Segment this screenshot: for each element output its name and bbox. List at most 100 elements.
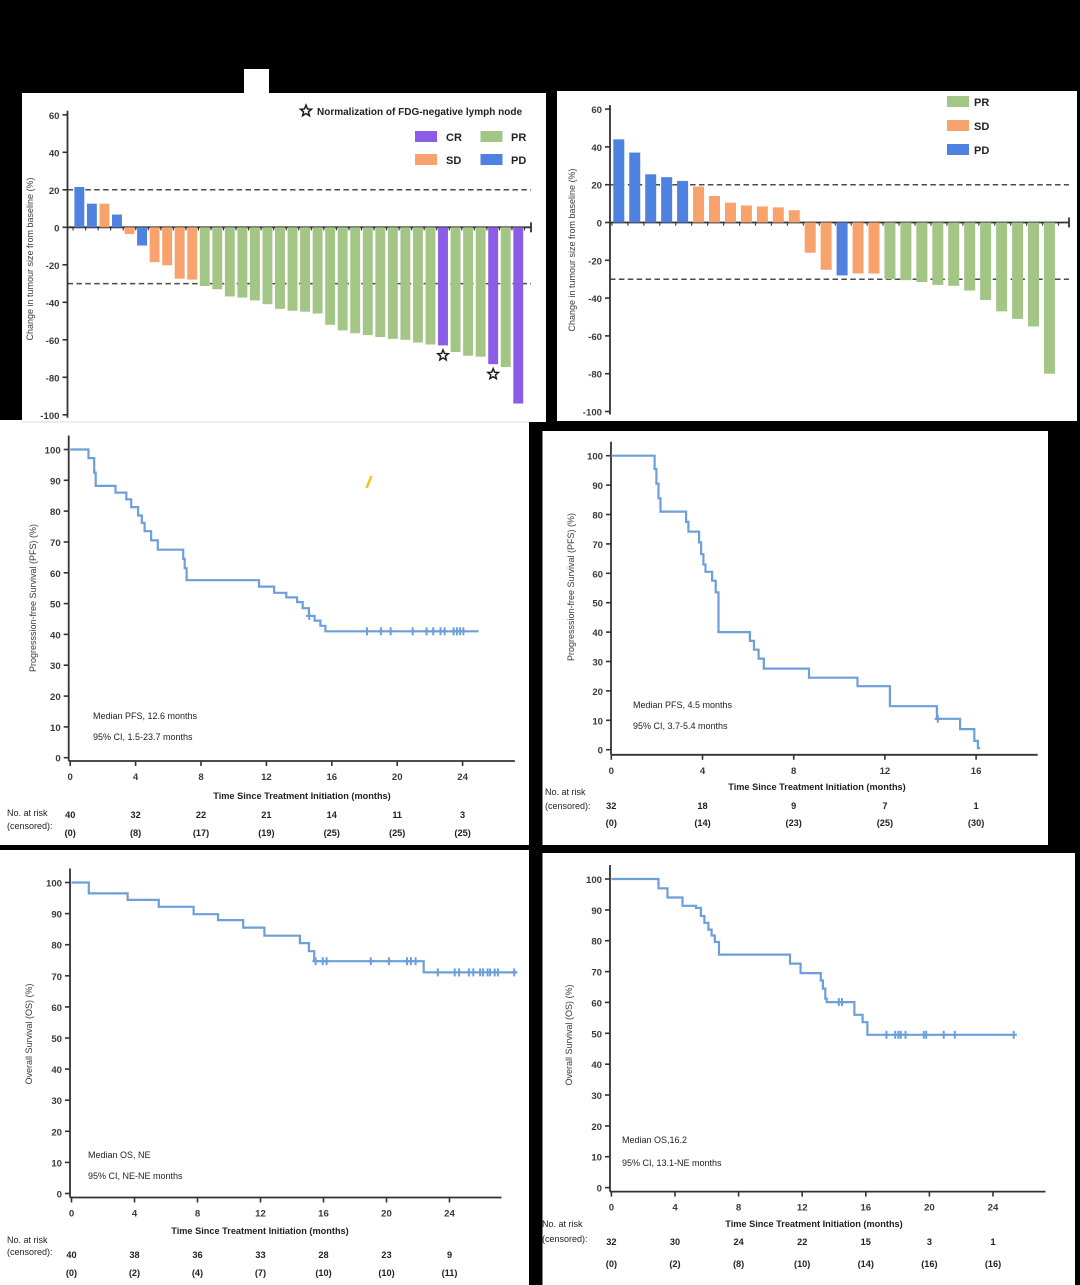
svg-text:24: 24 bbox=[733, 1237, 744, 1247]
svg-text:12: 12 bbox=[797, 1203, 808, 1214]
svg-text:40: 40 bbox=[65, 810, 75, 820]
svg-text:30: 30 bbox=[592, 658, 603, 669]
svg-text:40: 40 bbox=[50, 630, 61, 641]
svg-text:10: 10 bbox=[51, 1158, 62, 1169]
svg-text:8: 8 bbox=[791, 766, 797, 777]
svg-text:(4): (4) bbox=[192, 1268, 203, 1278]
svg-text:(0): (0) bbox=[66, 1268, 77, 1278]
svg-text:No. at risk: No. at risk bbox=[7, 808, 48, 818]
svg-text:12: 12 bbox=[880, 766, 891, 777]
svg-text:1: 1 bbox=[974, 801, 979, 811]
svg-text:PD: PD bbox=[974, 145, 989, 157]
svg-text:80: 80 bbox=[592, 511, 603, 522]
svg-text:(censored):: (censored): bbox=[545, 801, 591, 811]
svg-text:(7): (7) bbox=[255, 1268, 266, 1278]
svg-text:21: 21 bbox=[261, 810, 271, 820]
svg-text:10: 10 bbox=[591, 1153, 602, 1164]
svg-text:0: 0 bbox=[68, 772, 73, 783]
svg-text:20: 20 bbox=[50, 692, 61, 703]
svg-text:16: 16 bbox=[326, 772, 337, 783]
svg-text:8: 8 bbox=[736, 1203, 742, 1214]
svg-text:Progresssion-free Survival (PF: Progresssion-free Survival (PFS) (%) bbox=[566, 513, 576, 661]
svg-text:(30): (30) bbox=[968, 818, 984, 828]
svg-text:(25): (25) bbox=[389, 828, 405, 838]
svg-text:22: 22 bbox=[196, 810, 206, 820]
svg-text:30: 30 bbox=[50, 661, 61, 672]
svg-text:-20: -20 bbox=[46, 261, 60, 272]
svg-text:80: 80 bbox=[51, 941, 62, 952]
svg-text:40: 40 bbox=[591, 1060, 602, 1071]
svg-text:50: 50 bbox=[50, 600, 61, 611]
svg-text:70: 70 bbox=[50, 538, 61, 549]
svg-text:11: 11 bbox=[392, 810, 402, 820]
svg-text:16: 16 bbox=[860, 1203, 871, 1214]
svg-text:No. at risk: No. at risk bbox=[542, 1219, 583, 1229]
svg-text:0: 0 bbox=[69, 1209, 74, 1220]
svg-text:8: 8 bbox=[195, 1209, 201, 1220]
svg-text:Progresssion-free Survival (PF: Progresssion-free Survival (PFS) (%) bbox=[28, 524, 38, 672]
svg-text:(0): (0) bbox=[606, 1259, 617, 1269]
svg-text:Time Since Treatment Initiatio: Time Since Treatment Initiation (months) bbox=[728, 782, 905, 792]
svg-text:(14): (14) bbox=[694, 818, 710, 828]
svg-text:0: 0 bbox=[54, 223, 59, 234]
svg-text:20: 20 bbox=[381, 1209, 392, 1220]
svg-text:PR: PR bbox=[974, 97, 989, 109]
svg-text:0: 0 bbox=[609, 766, 614, 777]
svg-text:4: 4 bbox=[132, 1209, 138, 1220]
svg-text:40: 40 bbox=[51, 1065, 62, 1076]
svg-text:100: 100 bbox=[46, 879, 62, 890]
svg-text:Normalization of FDG-negative: Normalization of FDG-negative lymph node bbox=[317, 107, 522, 118]
svg-text:(2): (2) bbox=[669, 1259, 680, 1269]
svg-text:0: 0 bbox=[598, 746, 603, 757]
svg-text:Overall Survival (OS) (%): Overall Survival (OS) (%) bbox=[564, 984, 574, 1085]
svg-text:(16): (16) bbox=[921, 1259, 937, 1269]
svg-text:No. at risk: No. at risk bbox=[7, 1235, 48, 1245]
svg-text:0: 0 bbox=[57, 1190, 62, 1201]
svg-text:30: 30 bbox=[591, 1091, 602, 1102]
svg-text:90: 90 bbox=[50, 476, 61, 487]
svg-text:(0): (0) bbox=[606, 818, 617, 828]
svg-text:18: 18 bbox=[697, 801, 707, 811]
svg-text:40: 40 bbox=[66, 1250, 76, 1260]
svg-text:(8): (8) bbox=[733, 1259, 744, 1269]
svg-text:0: 0 bbox=[55, 754, 60, 765]
svg-text:Change in tumour size from bas: Change in tumour size from baseline (%) bbox=[567, 168, 577, 331]
svg-text:9: 9 bbox=[447, 1250, 452, 1260]
svg-text:(17): (17) bbox=[193, 828, 209, 838]
svg-text:PR: PR bbox=[511, 132, 526, 144]
svg-text:60: 60 bbox=[591, 998, 602, 1009]
svg-text:70: 70 bbox=[591, 968, 602, 979]
svg-text:4: 4 bbox=[672, 1203, 678, 1214]
svg-text:7: 7 bbox=[882, 801, 887, 811]
svg-text:90: 90 bbox=[592, 481, 603, 492]
svg-text:32: 32 bbox=[130, 810, 140, 820]
svg-text:32: 32 bbox=[606, 801, 616, 811]
svg-text:36: 36 bbox=[192, 1250, 202, 1260]
svg-text:100: 100 bbox=[587, 452, 603, 463]
svg-text:40: 40 bbox=[49, 148, 60, 159]
svg-text:30: 30 bbox=[51, 1096, 62, 1107]
svg-text:20: 20 bbox=[591, 181, 602, 192]
svg-text:-60: -60 bbox=[46, 336, 60, 347]
svg-text:60: 60 bbox=[592, 569, 603, 580]
svg-text:(16): (16) bbox=[985, 1259, 1001, 1269]
svg-text:95% CI, NE-NE months: 95% CI, NE-NE months bbox=[88, 1171, 183, 1181]
svg-text:24: 24 bbox=[444, 1209, 455, 1220]
svg-text:70: 70 bbox=[592, 540, 603, 551]
svg-text:38: 38 bbox=[129, 1250, 139, 1260]
svg-text:90: 90 bbox=[51, 910, 62, 921]
svg-text:20: 20 bbox=[392, 772, 403, 783]
svg-text:60: 60 bbox=[50, 569, 61, 580]
svg-text:Median OS, NE: Median OS, NE bbox=[88, 1150, 151, 1160]
svg-text:60: 60 bbox=[51, 1003, 62, 1014]
svg-text:4: 4 bbox=[700, 766, 706, 777]
svg-text:(censored):: (censored): bbox=[7, 821, 53, 831]
svg-text:23: 23 bbox=[381, 1250, 391, 1260]
svg-text:(25): (25) bbox=[324, 828, 340, 838]
svg-text:(10): (10) bbox=[315, 1268, 331, 1278]
svg-text:8: 8 bbox=[198, 772, 204, 783]
svg-text:100: 100 bbox=[586, 875, 602, 886]
svg-text:0: 0 bbox=[609, 1203, 614, 1214]
svg-text:Median PFS, 4.5 months: Median PFS, 4.5 months bbox=[633, 700, 733, 710]
svg-text:0: 0 bbox=[597, 1184, 602, 1195]
